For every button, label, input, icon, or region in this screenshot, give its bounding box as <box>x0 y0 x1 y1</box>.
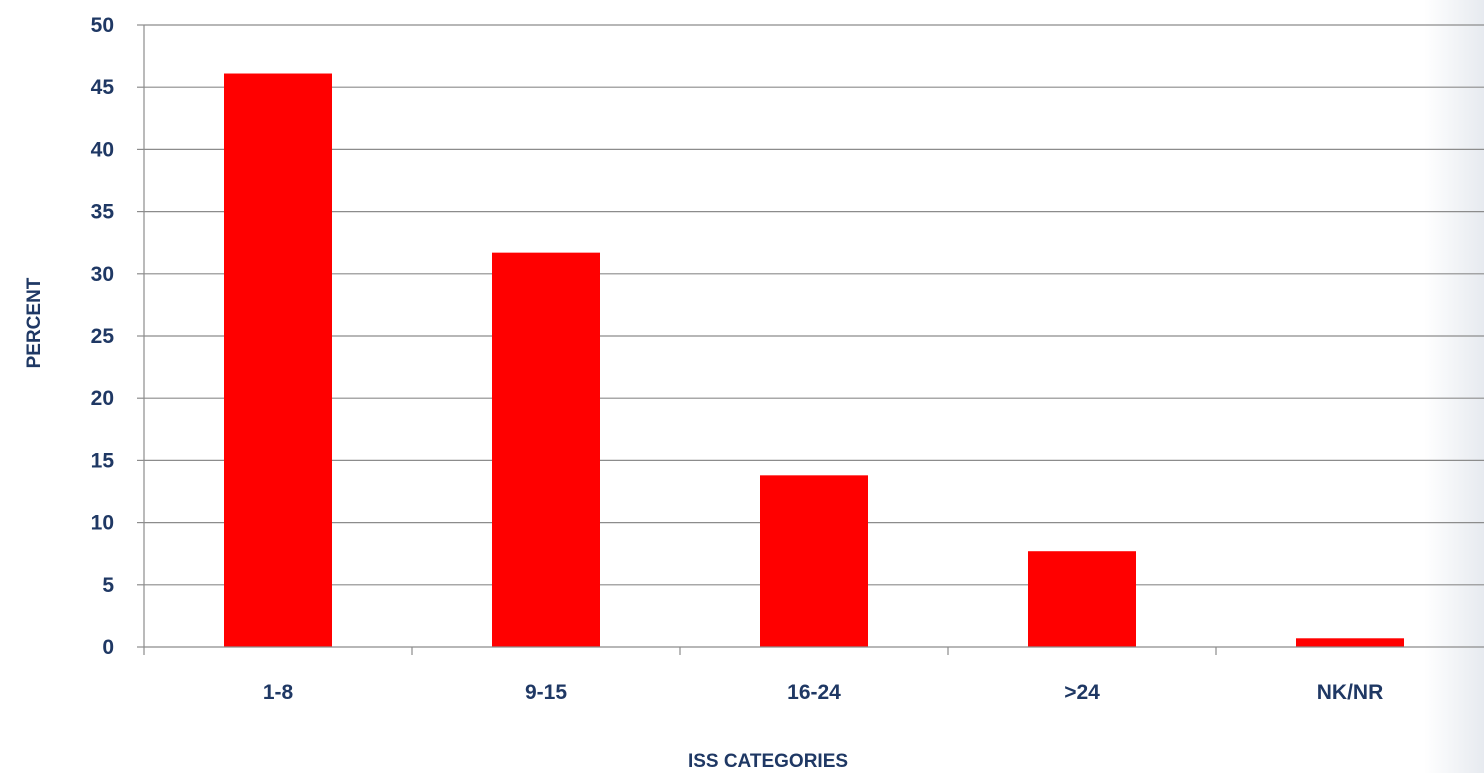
x-tick-labels: 1-8 9-15 16-24 >24 NK/NR <box>263 681 1383 704</box>
y-tick-label: 5 <box>102 574 114 597</box>
x-tick-label: >24 <box>1064 681 1100 704</box>
y-tick-label: 10 <box>91 512 114 535</box>
x-tick-label: NK/NR <box>1317 681 1384 704</box>
bars <box>224 73 1404 648</box>
bar-16-24 <box>760 475 868 647</box>
y-axis-title: PERCENT <box>24 277 45 368</box>
bar-nk-nr <box>1296 638 1404 647</box>
y-tick-label: 15 <box>91 449 115 472</box>
x-tick-label: 16-24 <box>787 681 841 704</box>
bar-24 <box>1028 551 1136 647</box>
y-tick-label: 25 <box>91 325 115 348</box>
bar-1-8 <box>224 73 332 648</box>
axes <box>143 25 1484 655</box>
bar-9-15 <box>492 252 600 648</box>
y-tick-label: 45 <box>91 76 115 99</box>
x-tick-label: 9-15 <box>525 681 567 704</box>
y-tick-label: 35 <box>91 201 115 224</box>
x-axis-title: ISS CATEGORIES <box>688 751 848 772</box>
background-shade <box>1424 0 1484 773</box>
x-tick-label: 1-8 <box>263 681 294 704</box>
y-tick-label: 0 <box>102 636 114 659</box>
y-tick-label: 30 <box>91 263 114 286</box>
y-tick-label: 50 <box>91 14 114 37</box>
y-tick-labels: 0 5 10 15 20 25 30 35 40 45 50 <box>91 14 115 659</box>
y-tick-label: 40 <box>91 138 114 161</box>
y-tick-label: 20 <box>91 387 114 410</box>
